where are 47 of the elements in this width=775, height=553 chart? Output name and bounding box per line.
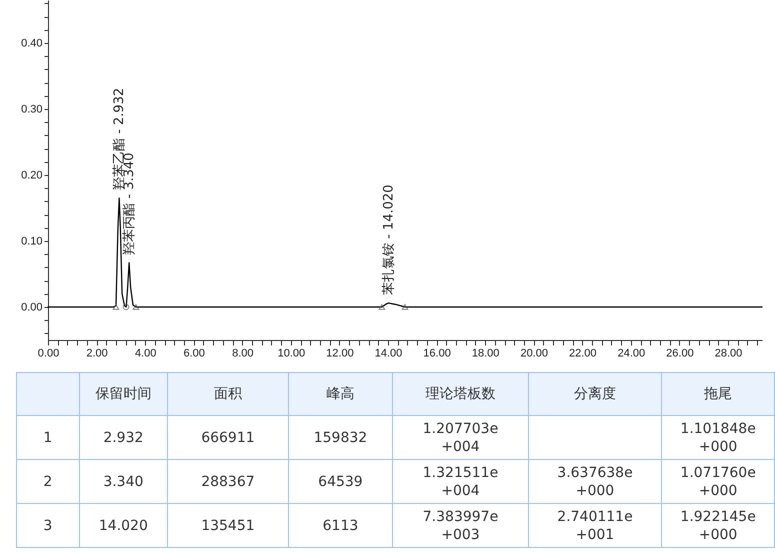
text: 14.020 — [98, 518, 148, 534]
x-tick-label: 4.00 — [134, 348, 156, 360]
category-label: 保留时间 — [79, 372, 168, 416]
category-label: 峰高 — [288, 372, 393, 416]
text: 7.383997e +003 — [422, 508, 498, 542]
category-label: 分离度 — [528, 372, 662, 416]
x-tick-label: 8.00 — [232, 348, 254, 360]
x-tick-label: 12.00 — [326, 348, 354, 360]
y-tick-label: 0.00 — [21, 301, 42, 314]
text: 2 — [43, 474, 52, 490]
x-tick-label: 10.00 — [278, 348, 306, 360]
y-tick-label: 0.40 — [21, 37, 42, 50]
category-label: 理论塔板数 — [392, 372, 528, 416]
text: 1.101848e +000 — [680, 420, 756, 454]
x-tick-label: 14.00 — [374, 348, 402, 360]
category-label: 拖尾 — [662, 372, 774, 416]
text: 666911 — [201, 430, 255, 446]
text: 1.922145e +000 — [680, 508, 756, 542]
text: 6113 — [322, 518, 358, 534]
y-tick-label: 0.30 — [21, 103, 42, 116]
x-tick-label: 20.00 — [520, 348, 548, 360]
text: 3.637638e +000 — [557, 464, 633, 498]
text: 3 — [43, 518, 52, 534]
text: 2.740111e +001 — [557, 508, 633, 542]
text: 135451 — [201, 518, 255, 534]
text: 2.932 — [103, 430, 144, 446]
y-tick-label: 0.20 — [21, 169, 42, 182]
x-tick-label: 24.00 — [618, 348, 646, 360]
text: 3.340 — [103, 474, 144, 490]
category-label: 面积 — [168, 372, 288, 416]
x-tick-label: 28.00 — [714, 348, 742, 360]
x-tick-label: 6.00 — [184, 348, 205, 360]
x-tick-label: 0.00 — [38, 348, 60, 360]
x-tick-label: 18.00 — [472, 348, 500, 360]
text: 1.207703e +004 — [422, 420, 498, 454]
text: 1.321511e +004 — [422, 464, 498, 498]
annotation: 苯扎氯铵 - 14.020 — [381, 184, 396, 296]
text: 159832 — [314, 430, 368, 446]
x-tick-label: 22.00 — [569, 348, 597, 360]
x-tick-label: 26.00 — [666, 348, 694, 360]
x-tick-label: 2.00 — [86, 348, 108, 360]
text: 1.071760e +000 — [680, 464, 756, 498]
y-tick-label: 0.10 — [21, 235, 42, 248]
text: 64539 — [318, 474, 363, 490]
text: 1 — [43, 430, 52, 446]
text: 288367 — [201, 474, 255, 490]
x-tick-label: 16.00 — [423, 348, 451, 360]
